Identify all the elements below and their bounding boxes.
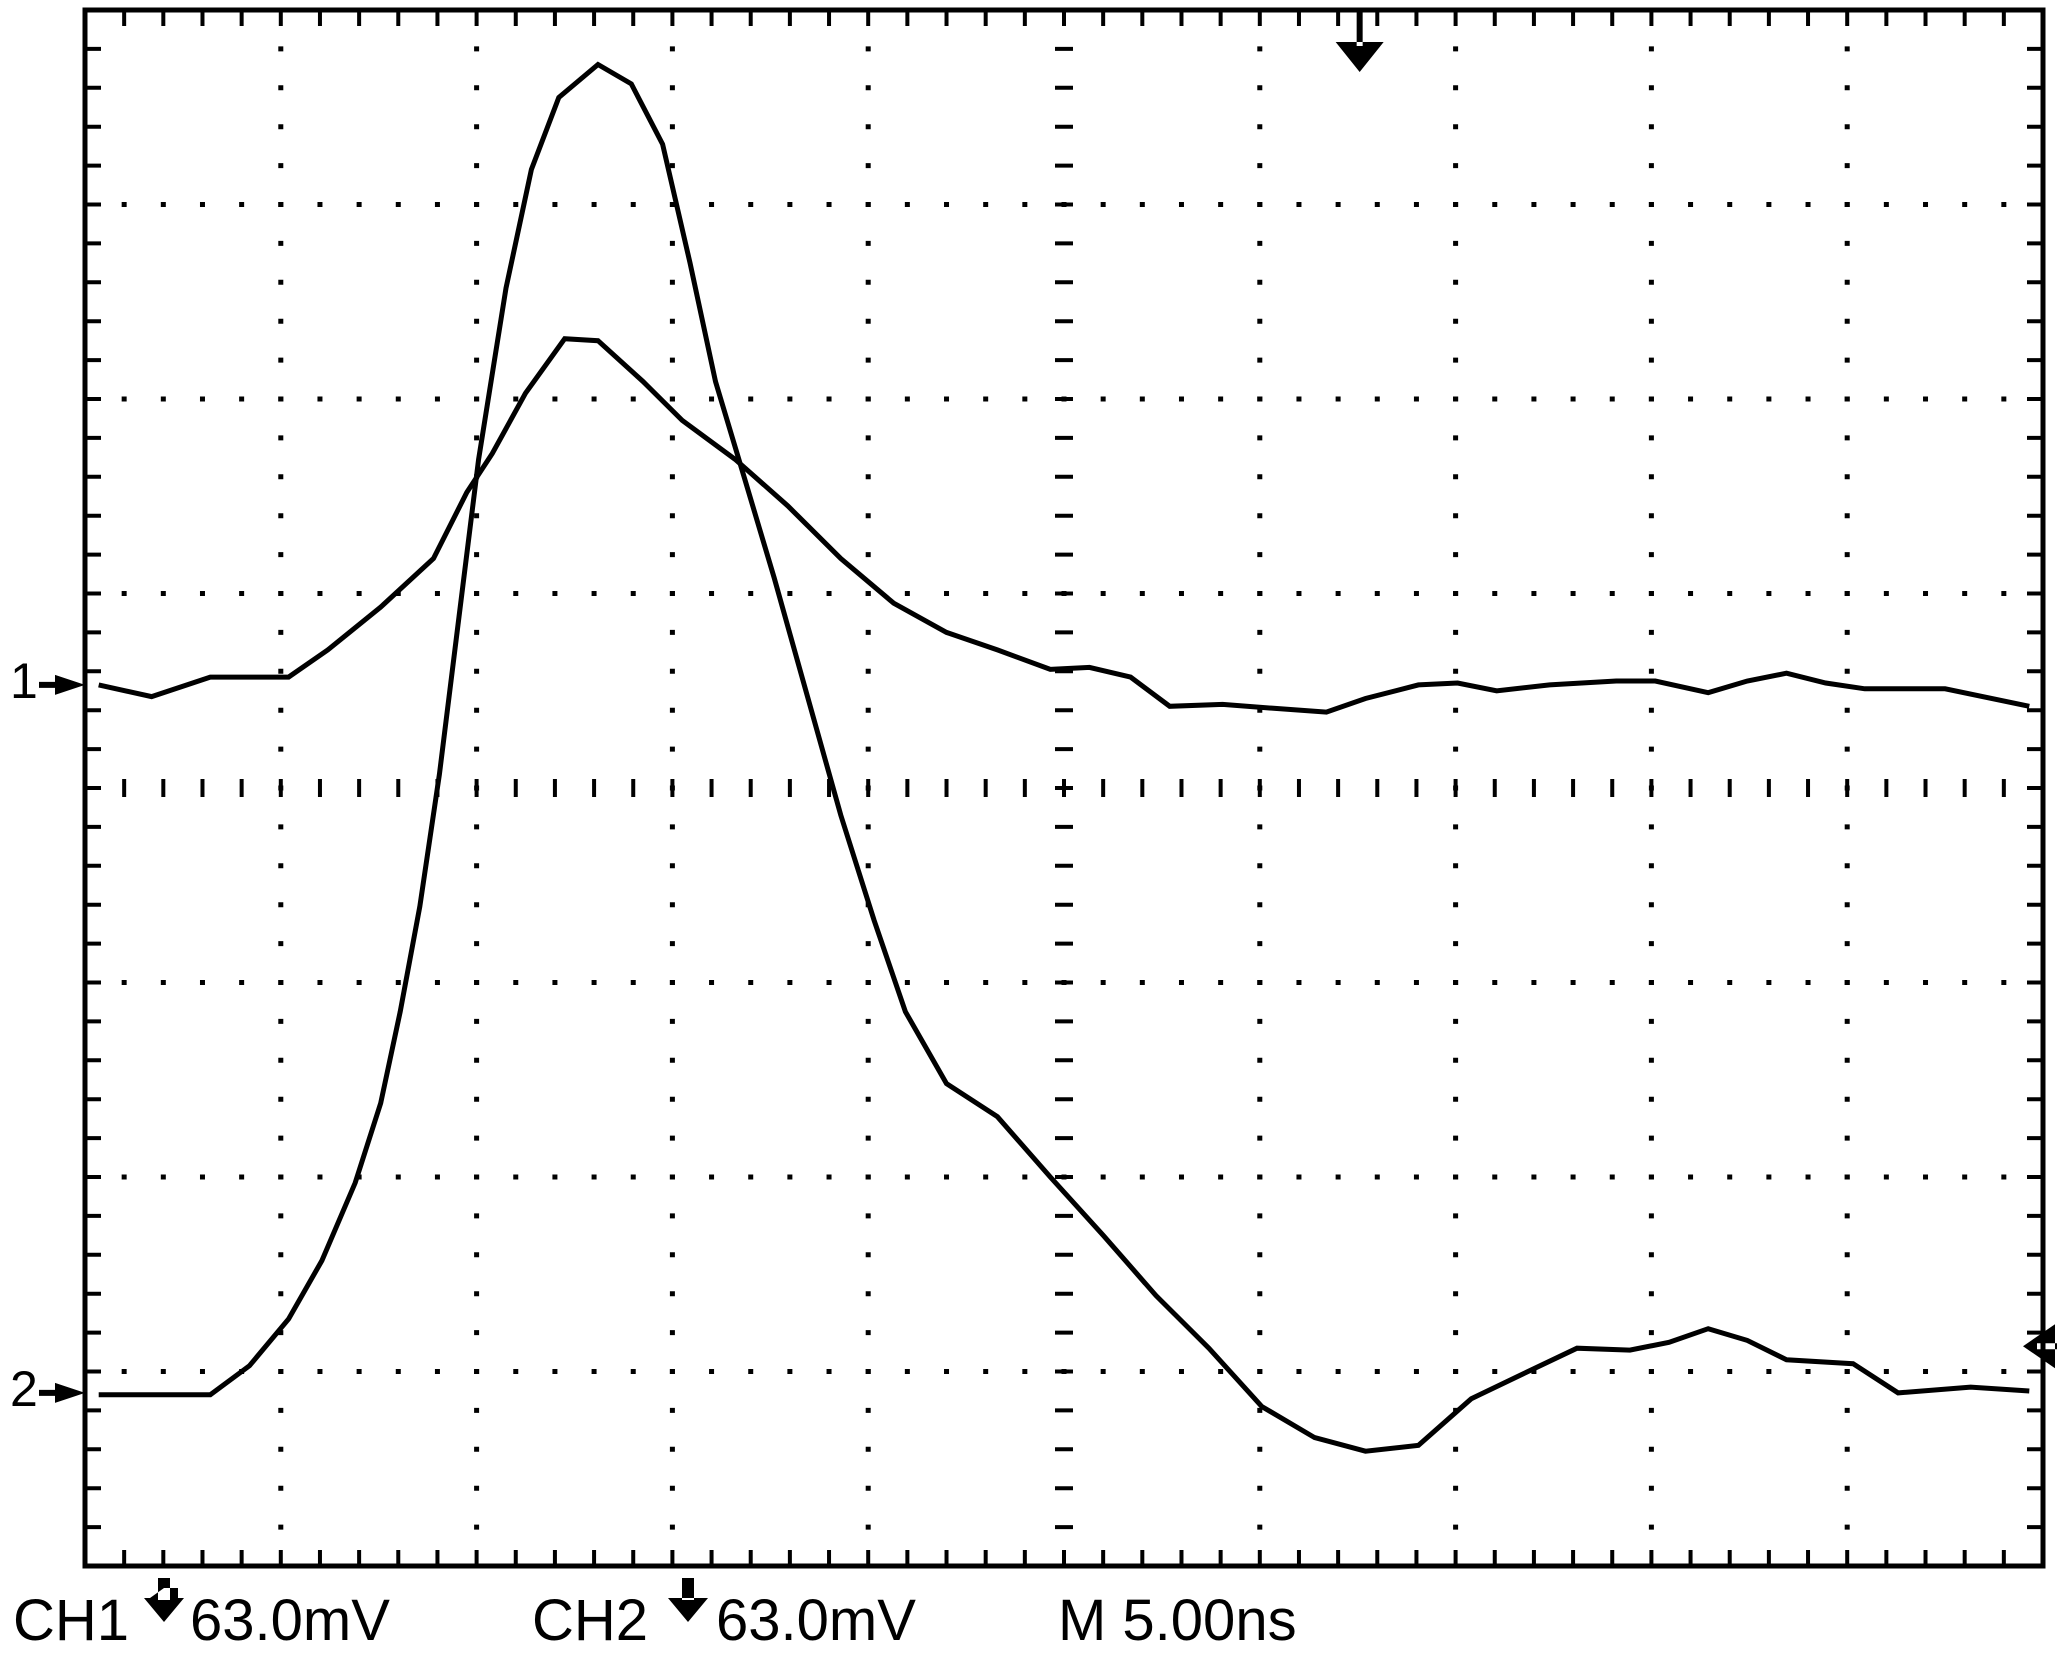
- channel-marker: 1: [10, 653, 38, 709]
- trace: [98, 336, 2030, 715]
- trace: [98, 61, 2030, 1454]
- trigger-position-marker: [1335, 10, 1384, 72]
- ch2-scale: 63.0mV: [716, 1588, 916, 1653]
- timebase: M 5.00ns: [1058, 1588, 1297, 1653]
- channel-marker-arrow: [39, 674, 85, 695]
- trigger-level-marker: [2023, 1324, 2057, 1369]
- ch1-scale: 63.0mV: [190, 1588, 390, 1653]
- channel-marker: 2: [10, 1361, 38, 1417]
- ch1-coupling-icon: [144, 1578, 184, 1622]
- ch1-label: CH1: [13, 1588, 129, 1653]
- channel-marker-arrow: [39, 1382, 85, 1403]
- ch2-label: CH2: [532, 1588, 648, 1653]
- ch2-coupling-icon: [668, 1578, 708, 1622]
